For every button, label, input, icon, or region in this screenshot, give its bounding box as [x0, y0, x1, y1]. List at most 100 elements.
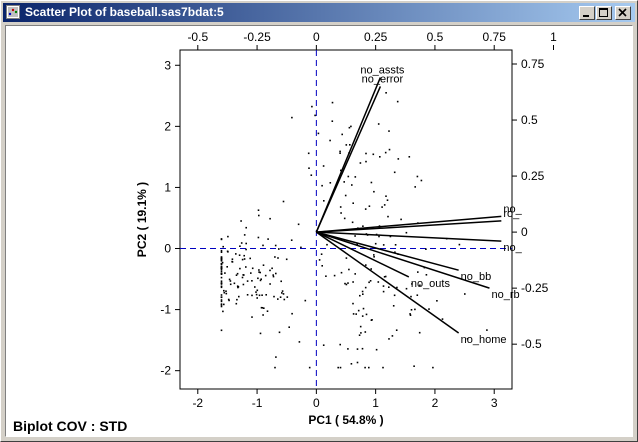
- data-point: [358, 334, 361, 336]
- data-point: [307, 152, 310, 155]
- data-point: [297, 223, 300, 226]
- data-point: [383, 276, 386, 278]
- data-point: [221, 261, 224, 264]
- data-point: [392, 305, 395, 307]
- data-point: [382, 244, 385, 246]
- plot-area: no_assts no_error no_ ro_ no_ no_bb no_rb no_ou…: [5, 25, 633, 437]
- data-point: [277, 298, 279, 300]
- right-axis-tick-label: -0.25: [521, 281, 549, 295]
- biplot-vector-label: no_: [503, 203, 522, 215]
- data-point: [264, 274, 267, 277]
- sas-graph-window-icon[interactable]: [6, 5, 20, 19]
- data-point: [245, 248, 247, 251]
- data-point: [373, 256, 375, 258]
- biplot-chart: no_asstsno_errorno_ro_no_no_bbno_rbno_ou…: [135, 30, 557, 427]
- minimize-button[interactable]: [579, 6, 595, 20]
- data-point: [388, 148, 391, 151]
- data-point: [220, 267, 223, 269]
- data-point: [393, 294, 396, 297]
- biplot-vector-label: no_bb: [461, 271, 492, 283]
- biplot-vector: [316, 231, 410, 278]
- data-point: [365, 160, 367, 163]
- data-point: [377, 123, 380, 125]
- data-point: [393, 171, 396, 174]
- data-point: [220, 329, 223, 332]
- data-point: [262, 264, 265, 266]
- right-axis-tick-label: 0.5: [521, 113, 538, 127]
- data-point: [259, 332, 262, 335]
- data-point: [251, 267, 254, 270]
- data-point: [340, 169, 342, 172]
- data-point: [377, 281, 380, 283]
- data-point: [278, 331, 281, 334]
- data-point: [394, 251, 396, 253]
- data-point: [258, 271, 260, 273]
- data-point: [321, 265, 323, 267]
- data-point: [362, 225, 364, 227]
- data-point: [311, 105, 313, 108]
- data-point: [258, 214, 260, 217]
- data-point: [240, 242, 243, 244]
- data-point: [220, 305, 223, 308]
- data-point: [391, 335, 394, 337]
- data-point: [298, 341, 301, 343]
- top-axis-tick-label: -0.25: [243, 30, 271, 44]
- data-point: [323, 200, 325, 202]
- data-point: [356, 361, 359, 364]
- data-point: [223, 289, 225, 292]
- maximize-icon: [599, 8, 608, 17]
- y-axis-tick-label: 2: [164, 119, 171, 133]
- data-point: [269, 283, 271, 285]
- data-point: [350, 363, 353, 365]
- data-point: [258, 269, 260, 271]
- data-point: [226, 266, 228, 268]
- data-point: [428, 308, 430, 310]
- data-point: [329, 182, 332, 184]
- data-point: [414, 186, 416, 188]
- data-point: [352, 281, 354, 283]
- close-button[interactable]: [615, 6, 631, 20]
- data-point: [220, 265, 223, 268]
- data-point: [229, 283, 232, 286]
- data-point: [368, 205, 371, 207]
- x-axis-tick-label: 2: [432, 396, 439, 410]
- data-point: [418, 331, 421, 334]
- data-point: [364, 208, 367, 210]
- data-point: [364, 331, 367, 333]
- data-point: [351, 184, 353, 186]
- data-point: [225, 292, 228, 295]
- data-point: [382, 285, 385, 287]
- data-point: [361, 290, 364, 293]
- data-point: [235, 253, 237, 255]
- data-point: [222, 310, 224, 313]
- data-point: [369, 280, 372, 282]
- x-axis-tick-label: 3: [491, 396, 498, 410]
- data-point: [365, 152, 367, 155]
- data-point: [220, 303, 223, 305]
- title-bar[interactable]: Scatter Plot of baseball.sas7bdat:5: [3, 3, 635, 22]
- data-point: [260, 306, 263, 309]
- data-point: [388, 338, 390, 340]
- top-axis-tick-label: 0: [313, 30, 320, 44]
- data-point: [384, 151, 387, 154]
- data-point: [339, 343, 341, 346]
- data-point: [356, 348, 359, 350]
- data-point: [339, 366, 342, 369]
- data-point: [333, 274, 336, 277]
- data-point: [238, 254, 241, 256]
- data-point: [288, 326, 290, 328]
- data-point: [291, 116, 293, 119]
- maximize-button[interactable]: [596, 6, 612, 20]
- data-point: [275, 272, 277, 275]
- data-point: [486, 329, 488, 331]
- data-point: [258, 294, 261, 297]
- data-point: [282, 200, 285, 203]
- data-point: [466, 337, 469, 340]
- data-point: [348, 268, 350, 271]
- data-point: [371, 319, 373, 321]
- data-point: [383, 204, 386, 206]
- data-point: [432, 366, 434, 369]
- data-point: [374, 242, 377, 245]
- data-point: [356, 243, 358, 246]
